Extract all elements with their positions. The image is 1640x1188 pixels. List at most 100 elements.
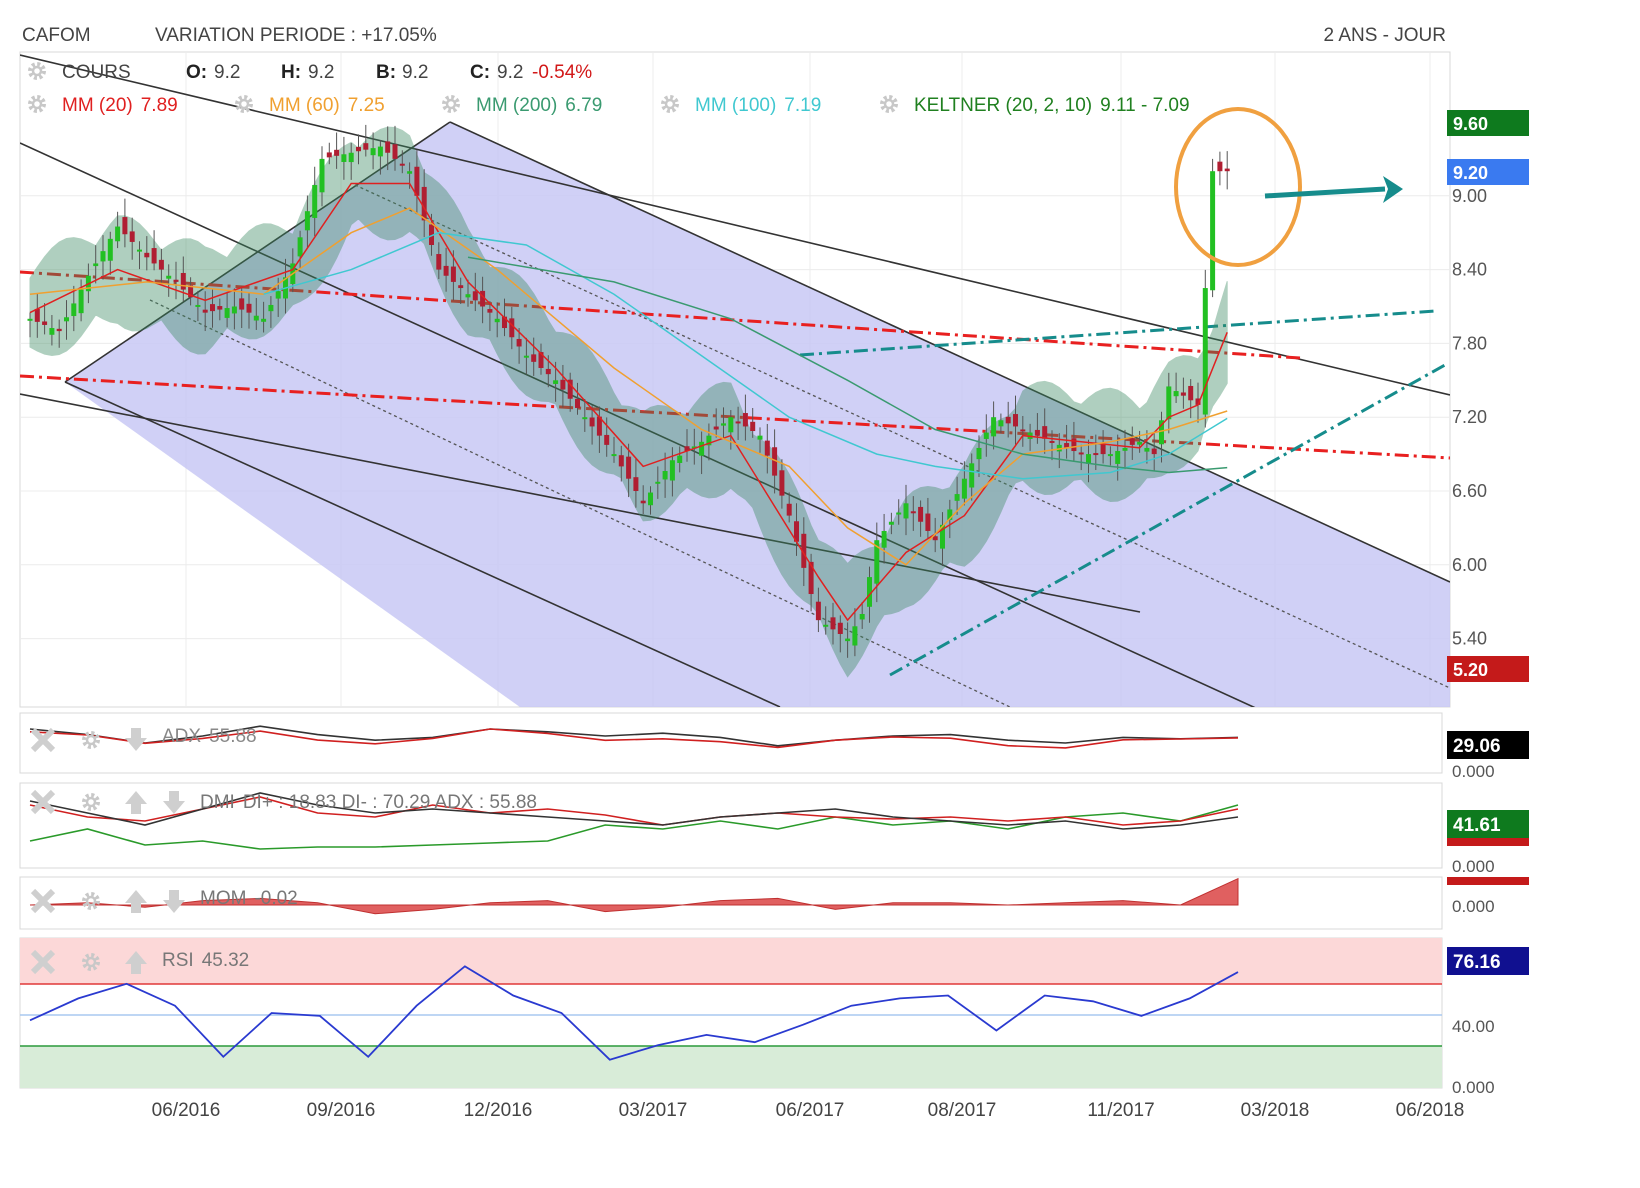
candle-body — [210, 304, 215, 312]
candle-body — [151, 248, 157, 264]
candle-body — [363, 143, 369, 150]
ma-line — [29, 182, 1228, 622]
rsi-close-icon[interactable] — [30, 949, 56, 975]
candle-body — [64, 317, 69, 322]
candle-body — [1195, 398, 1201, 405]
candle-body — [429, 224, 434, 245]
candle-body — [1217, 161, 1223, 172]
candle-body — [239, 298, 245, 310]
candle-body — [341, 154, 347, 162]
candle-body — [1049, 440, 1055, 443]
price-tag-low-text: 5.20 — [1453, 660, 1488, 680]
variation-text: VARIATION PERIODE : +17.05% — [155, 25, 437, 46]
candle-body — [421, 186, 427, 221]
channel-dotted-lower — [149, 299, 1011, 707]
candle-body — [158, 259, 164, 270]
candle-body — [940, 524, 945, 549]
candle-body — [370, 148, 376, 156]
candle-body — [297, 237, 303, 257]
candle-body — [1137, 441, 1143, 445]
y-tick-label: 7.20 — [1452, 407, 1487, 427]
candle-body — [56, 328, 62, 332]
candle-body — [969, 463, 975, 488]
dmi-up-icon[interactable] — [125, 791, 147, 814]
candle-body — [750, 421, 756, 432]
candle-body — [596, 416, 602, 436]
candle-body — [947, 509, 953, 520]
candle-body — [480, 290, 486, 307]
candle-body — [991, 417, 997, 437]
candle-body — [633, 477, 639, 491]
candle-body — [465, 294, 471, 298]
candle-body — [1093, 453, 1099, 456]
candle-body — [560, 379, 566, 390]
candle-body — [1013, 414, 1018, 427]
adx-axis-tag — [1447, 731, 1529, 759]
candle-body — [443, 265, 449, 276]
candle-body — [334, 149, 340, 156]
candle-body — [326, 152, 332, 158]
price-tag-low — [1447, 656, 1529, 682]
teal-neckline — [799, 309, 1436, 357]
candle-body — [42, 321, 48, 325]
candle-body — [575, 398, 580, 408]
rsi-up-icon[interactable] — [125, 951, 147, 974]
candle-body — [1064, 443, 1070, 448]
low-label: B: — [376, 62, 396, 83]
adx-line-alt — [29, 728, 1239, 749]
moving-averages — [29, 182, 1228, 622]
adx-down-icon[interactable] — [125, 728, 147, 751]
candle-body — [735, 421, 741, 424]
mom-close-icon[interactable] — [30, 888, 56, 914]
candle-body — [1224, 168, 1230, 172]
candle-body — [1173, 391, 1179, 397]
rsi-overbought-zone — [20, 938, 1442, 984]
x-tick-label: 03/2018 — [1241, 1100, 1310, 1121]
adx-close-icon[interactable] — [30, 727, 56, 753]
dmi-close-icon[interactable] — [30, 789, 56, 815]
close-change: -0.54% — [532, 62, 592, 83]
period-selector[interactable]: 2 ANS - JOUR — [1324, 25, 1446, 46]
dmi-down-icon[interactable] — [163, 791, 185, 814]
candle-body — [180, 272, 186, 290]
candle-body — [815, 601, 821, 621]
candle-body — [166, 275, 172, 279]
candle-body — [115, 226, 121, 242]
candle-body — [874, 540, 880, 584]
dmi-line — [29, 796, 1239, 826]
candle-body — [976, 447, 982, 460]
candle-body — [794, 521, 799, 542]
candle-body — [721, 423, 726, 426]
close-value: 9.2 — [497, 62, 523, 83]
mom-down-icon[interactable] — [163, 890, 185, 913]
candle-body — [1180, 392, 1186, 396]
rsi-title: RSI 45.32 — [162, 950, 249, 971]
candle-body — [742, 413, 748, 427]
candle-body — [231, 306, 237, 314]
candle-body — [450, 266, 456, 282]
candle-body — [1129, 438, 1135, 445]
channel-lower-line — [64, 381, 781, 707]
candle-body — [377, 146, 383, 157]
candle-body — [399, 163, 405, 166]
candle-body — [1115, 451, 1121, 464]
candle-body — [1042, 426, 1048, 439]
candle-body — [859, 614, 865, 620]
rsi-path — [29, 965, 1239, 1061]
candle-body — [407, 171, 413, 174]
mom-up-icon[interactable] — [125, 890, 147, 913]
candle-body — [49, 328, 55, 335]
x-tick-label: 09/2016 — [307, 1100, 376, 1121]
teal-uptrend-line — [889, 363, 1446, 677]
candle-body — [78, 289, 84, 314]
candle-body — [1210, 171, 1216, 291]
candle-body — [640, 500, 646, 504]
candle-body — [655, 481, 661, 484]
candle-body — [954, 494, 960, 501]
candle-body — [604, 434, 610, 445]
price-tag-last-text: 9.20 — [1453, 163, 1488, 183]
candle-body — [932, 536, 938, 541]
y-axis: 9.00 8.40 7.80 7.20 6.60 6.00 5.40 — [1452, 186, 1487, 649]
candle-body — [764, 440, 770, 456]
candle-body — [487, 309, 493, 313]
